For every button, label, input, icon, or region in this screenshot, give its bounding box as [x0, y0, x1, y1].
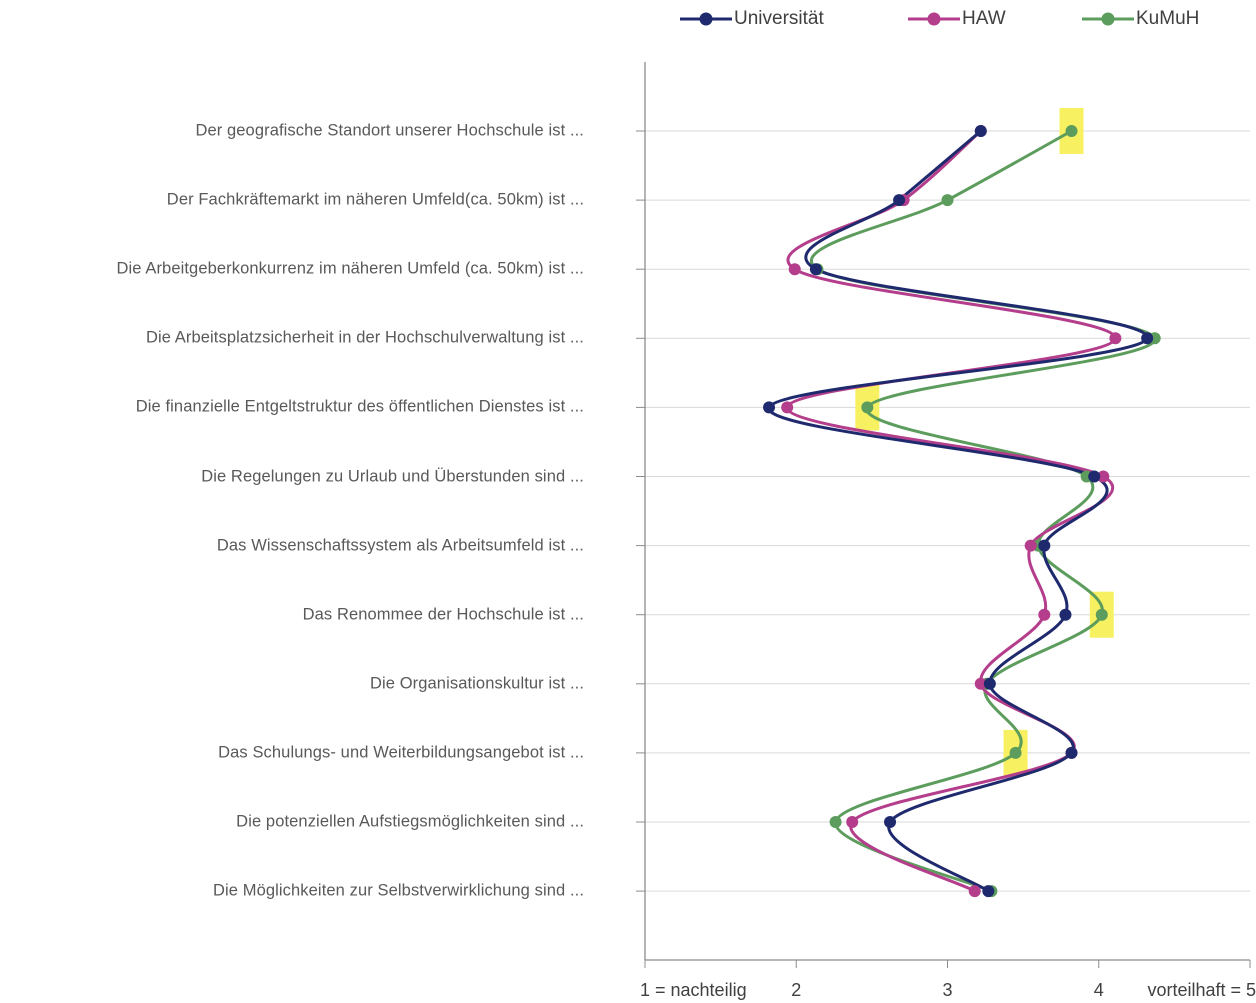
- legend-label: HAW: [962, 8, 1006, 29]
- data-point-haw: [846, 816, 859, 828]
- category-label: Die finanzielle Entgeltstruktur des öffe…: [135, 397, 584, 416]
- data-point-universitt: [893, 194, 906, 207]
- data-point-haw: [974, 677, 987, 690]
- data-point-haw: [788, 263, 801, 276]
- data-point-universitt: [983, 677, 996, 690]
- data-point-kumuh: [1095, 608, 1108, 621]
- legend-item-kumuh: KuMuH: [1082, 6, 1199, 32]
- data-point-kumuh: [861, 401, 874, 414]
- data-point-kumuh: [829, 816, 842, 828]
- data-point-haw: [781, 401, 794, 414]
- data-point-universitt: [1059, 608, 1072, 621]
- data-point-haw: [1038, 608, 1051, 621]
- category-label: Das Schulungs- und Weiterbildungsangebot…: [218, 743, 584, 762]
- x-tick-label: 3: [942, 980, 953, 1000]
- category-label: Der geografische Standort unserer Hochsc…: [195, 121, 584, 140]
- data-point-haw: [1097, 470, 1110, 483]
- data-point-kumuh: [1009, 746, 1022, 759]
- x-tick-label: vorteilhaft = 5: [1147, 980, 1256, 1000]
- data-point-universitt: [974, 125, 987, 137]
- legend-swatch: [1082, 6, 1134, 32]
- legend-swatch: [680, 6, 732, 32]
- series-line-kumuh: [809, 129, 1157, 893]
- data-point-universitt: [763, 401, 776, 414]
- category-label: Die Arbeitgeberkonkurrenz im näheren Umf…: [116, 259, 584, 278]
- category-label: Die Regelungen zu Urlaub und Überstunden…: [201, 467, 584, 485]
- x-tick-label: 1 = nachteilig: [640, 980, 747, 1000]
- data-point-kumuh: [941, 194, 954, 207]
- category-label: Die Möglichkeiten zur Selbstverwirklichu…: [213, 881, 584, 900]
- legend-swatch: [908, 6, 960, 32]
- legend-label: KuMuH: [1136, 8, 1200, 29]
- data-point-universitt: [1065, 746, 1078, 759]
- data-point-kumuh: [1065, 125, 1078, 137]
- category-label: Die Arbeitsplatzsicherheit in der Hochsc…: [145, 328, 584, 347]
- x-tick-label: 4: [1093, 980, 1104, 1000]
- category-label: Das Renommee der Hochschule ist ...: [302, 605, 584, 624]
- data-point-universitt: [1038, 539, 1051, 552]
- data-point-haw: [1109, 332, 1122, 345]
- data-point-universitt: [1141, 332, 1154, 345]
- data-point-universitt: [982, 885, 995, 898]
- category-label: Die potenziellen Aufstiegsmöglichkeiten …: [236, 812, 584, 831]
- data-point-universitt: [809, 263, 822, 276]
- category-label: Das Wissenschaftssystem als Arbeitsumfel…: [216, 536, 584, 555]
- data-point-universitt: [884, 816, 897, 828]
- legend-item-universitt: Universität: [680, 6, 824, 32]
- legend-label: Universität: [734, 8, 824, 29]
- legend-item-haw: HAW: [908, 6, 1006, 32]
- x-tick-label: 2: [791, 980, 802, 1000]
- data-point-haw: [968, 885, 981, 898]
- category-label: Die Organisationskultur ist ...: [369, 674, 584, 693]
- category-label: Der Fachkräftemarkt im näheren Umfeld(ca…: [166, 190, 584, 209]
- data-point-universitt: [1088, 470, 1101, 483]
- data-point-haw: [1024, 539, 1037, 552]
